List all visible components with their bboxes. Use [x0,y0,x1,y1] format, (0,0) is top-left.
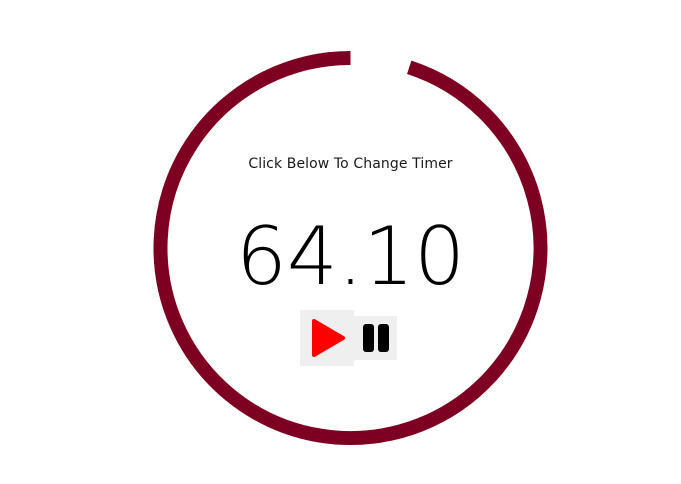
pause-icon [362,324,389,352]
timer-progress-arc [153,51,548,445]
timer-controls [300,310,397,366]
change-timer-hint[interactable]: Click Below To Change Timer [248,156,453,172]
pause-button[interactable] [354,316,397,360]
play-icon [312,319,345,357]
play-button[interactable] [300,310,354,366]
timer-display[interactable]: 64.10 [235,210,466,303]
